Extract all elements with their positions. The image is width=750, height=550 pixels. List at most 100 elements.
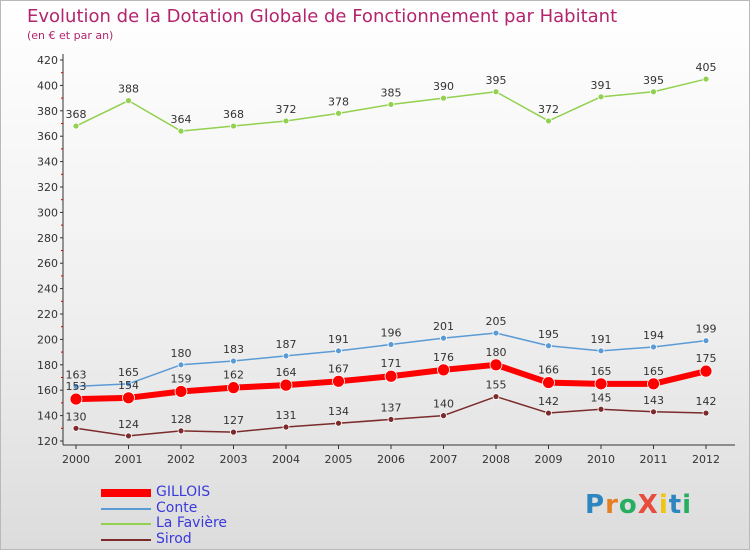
legend-swatch: [101, 523, 151, 525]
y-tick-label: 200: [37, 333, 58, 346]
data-label-la-favi-re: 395: [486, 74, 507, 87]
data-label-sirod: 130: [66, 410, 87, 423]
data-point-gillois: [699, 364, 713, 378]
x-tick-label: 2003: [220, 453, 248, 466]
data-label-conte: 199: [696, 323, 717, 336]
logo-letter: P: [585, 490, 606, 520]
x-tick-label: 2010: [587, 453, 615, 466]
data-point-gillois: [384, 369, 398, 383]
y-tick-label: 420: [37, 54, 58, 67]
data-point-gillois: [227, 381, 240, 395]
proxiti-logo: ProXiti: [585, 490, 692, 520]
data-label-la-favi-re: 372: [276, 103, 297, 116]
data-label-sirod: 134: [328, 405, 349, 418]
data-point-sirod: [230, 428, 237, 436]
data-point-sirod: [387, 416, 395, 423]
data-point-conte: [545, 342, 552, 350]
data-label-conte: 205: [486, 315, 507, 328]
data-point-la-favi-re: [387, 101, 395, 108]
data-label-sirod: 127: [223, 414, 244, 427]
logo-letter: o: [618, 490, 638, 520]
data-label-gillois: 166: [538, 364, 559, 377]
legend-label: La Favière: [156, 515, 228, 531]
data-point-sirod: [440, 412, 447, 420]
data-point-la-favi-re: [230, 122, 237, 130]
data-point-la-favi-re: [72, 122, 80, 130]
x-tick-label: 2009: [535, 453, 563, 466]
data-label-la-favi-re: 388: [118, 83, 139, 96]
x-tick-label: 2000: [62, 453, 90, 466]
y-tick-label: 260: [37, 257, 58, 270]
data-label-gillois: 154: [118, 379, 139, 392]
y-tick-label: 180: [37, 359, 58, 372]
data-label-gillois: 176: [433, 351, 454, 364]
data-label-gillois: 153: [66, 380, 87, 393]
logo-letter: t: [668, 490, 683, 520]
y-tick-label: 340: [37, 156, 58, 169]
data-label-sirod: 155: [486, 379, 507, 392]
data-point-conte: [177, 361, 185, 369]
data-point-la-favi-re: [650, 88, 657, 96]
x-tick-label: 2004: [272, 453, 300, 466]
data-point-la-favi-re: [125, 97, 132, 105]
data-label-la-favi-re: 391: [591, 79, 612, 92]
x-tick-label: 2007: [430, 453, 458, 466]
data-label-gillois: 171: [381, 357, 402, 370]
x-tick-label: 2001: [115, 453, 143, 466]
data-label-la-favi-re: 390: [433, 80, 454, 93]
data-label-conte: 191: [591, 333, 612, 346]
legend-swatch: [101, 489, 151, 497]
data-label-conte: 165: [118, 366, 139, 379]
data-point-conte: [230, 357, 237, 365]
data-label-sirod: 145: [591, 391, 612, 404]
data-point-gillois: [437, 363, 450, 377]
data-point-gillois: [69, 392, 83, 406]
data-point-la-favi-re: [177, 127, 185, 135]
data-label-conte: 196: [381, 326, 402, 339]
x-tick-label: 2006: [377, 453, 405, 466]
y-tick-label: 400: [37, 79, 58, 92]
data-label-sirod: 128: [171, 413, 192, 426]
data-label-conte: 187: [276, 338, 297, 351]
y-tick-label: 280: [37, 232, 58, 245]
legend-label: Sirod: [156, 530, 192, 547]
x-tick-label: 2005: [325, 453, 353, 466]
data-label-gillois: 165: [591, 365, 612, 378]
x-tick-label: 2008: [482, 453, 510, 466]
data-point-gillois: [122, 391, 135, 405]
data-point-la-favi-re: [545, 117, 552, 125]
y-tick-label: 320: [37, 181, 58, 194]
data-point-gillois: [332, 374, 345, 388]
data-label-la-favi-re: 372: [538, 103, 559, 116]
chart-title: Evolution de la Dotation Globale de Fonc…: [27, 6, 618, 27]
data-label-la-favi-re: 364: [171, 113, 192, 126]
y-tick-label: 160: [37, 384, 58, 397]
data-point-la-favi-re: [335, 109, 342, 117]
data-label-sirod: 143: [643, 394, 664, 407]
y-tick-label: 380: [37, 105, 58, 118]
logo-letter: i: [658, 490, 669, 520]
data-point-la-favi-re: [492, 88, 500, 96]
data-label-la-favi-re: 395: [643, 74, 664, 87]
data-label-gillois: 162: [223, 369, 244, 382]
data-label-la-favi-re: 368: [223, 108, 244, 121]
data-label-gillois: 165: [643, 365, 664, 378]
data-point-sirod: [702, 409, 710, 417]
x-tick-label: 2002: [167, 453, 195, 466]
data-point-conte: [335, 347, 342, 355]
data-point-conte: [702, 337, 710, 345]
data-point-gillois: [279, 378, 293, 392]
y-tick-label: 300: [37, 206, 58, 219]
data-label-gillois: 175: [696, 352, 717, 365]
data-point-sirod: [597, 405, 605, 413]
y-tick-label: 220: [37, 308, 58, 321]
data-label-conte: 180: [171, 347, 192, 360]
data-label-sirod: 124: [118, 418, 139, 431]
data-label-gillois: 159: [171, 372, 192, 385]
logo-letter: X: [637, 490, 659, 520]
logo-letter: i: [682, 490, 693, 520]
data-point-sirod: [492, 393, 500, 400]
data-point-la-favi-re: [702, 75, 710, 83]
data-point-gillois: [542, 376, 555, 389]
